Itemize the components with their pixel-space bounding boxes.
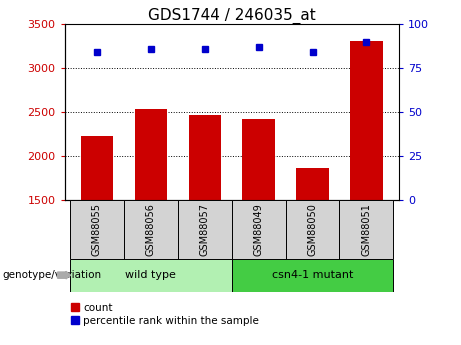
Title: GDS1744 / 246035_at: GDS1744 / 246035_at — [148, 8, 315, 24]
Bar — [350, 41, 383, 332]
Legend: count, percentile rank within the sample: count, percentile rank within the sample — [70, 302, 260, 327]
Bar — [296, 168, 329, 332]
Text: GSM88051: GSM88051 — [361, 203, 372, 256]
Bar — [339, 200, 393, 259]
Text: GSM88050: GSM88050 — [307, 203, 318, 256]
Bar — [232, 259, 393, 292]
Bar — [189, 115, 221, 332]
Bar — [285, 200, 339, 259]
Text: GSM88049: GSM88049 — [254, 203, 264, 256]
Bar — [70, 200, 124, 259]
Text: GSM88056: GSM88056 — [146, 203, 156, 256]
Text: csn4-1 mutant: csn4-1 mutant — [272, 270, 353, 280]
Bar — [232, 200, 285, 259]
Bar — [124, 200, 178, 259]
Text: GSM88057: GSM88057 — [200, 203, 210, 256]
Text: genotype/variation: genotype/variation — [2, 270, 101, 280]
Bar — [135, 109, 167, 332]
Bar — [178, 200, 231, 259]
Bar — [242, 119, 275, 332]
Bar — [81, 136, 113, 332]
Text: GSM88055: GSM88055 — [92, 203, 102, 256]
Text: wild type: wild type — [125, 270, 176, 280]
Bar — [70, 259, 231, 292]
